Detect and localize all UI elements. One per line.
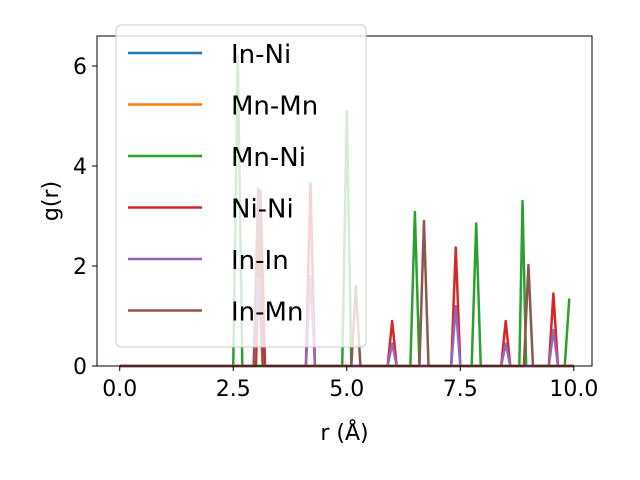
- y-axis-label: g(r): [39, 181, 64, 221]
- legend: In-Ni Mn-Mn Mn-Ni Ni-Ni In-In In-Mn: [115, 24, 367, 348]
- x-axis: 0.0 2.5 5.0 7.5 10.0: [102, 366, 598, 402]
- legend-label: In-Ni: [231, 40, 291, 70]
- legend-label: In-In: [231, 246, 289, 276]
- x-axis-label: r (Å): [320, 419, 368, 446]
- legend-label: Ni-Ni: [231, 195, 294, 225]
- y-axis: 0 2 4 6: [73, 55, 97, 380]
- legend-label: Mn-Ni: [231, 143, 306, 173]
- legend-label: Mn-Mn: [231, 92, 318, 122]
- y-tick-label: 6: [73, 55, 87, 80]
- x-tick-label: 10.0: [549, 377, 598, 402]
- y-tick-label: 0: [73, 355, 87, 380]
- y-tick-label: 2: [73, 255, 87, 280]
- legend-label: In-Mn: [231, 298, 303, 328]
- x-tick-label: 5.0: [329, 377, 364, 402]
- y-tick-label: 4: [73, 155, 87, 180]
- x-tick-label: 0.0: [102, 377, 137, 402]
- x-tick-label: 2.5: [216, 377, 251, 402]
- x-tick-label: 7.5: [443, 377, 478, 402]
